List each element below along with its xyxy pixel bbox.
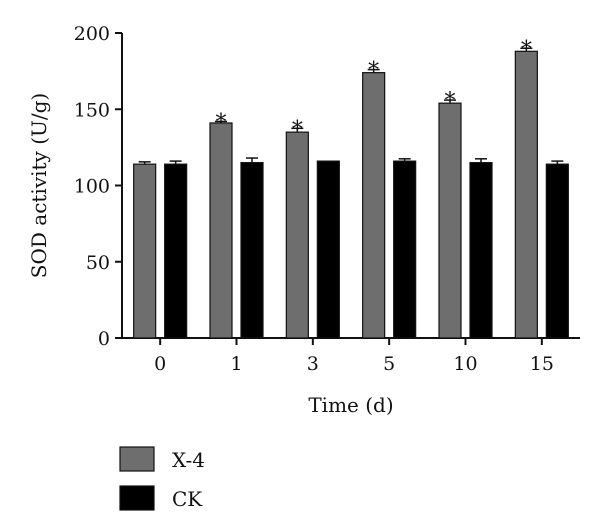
axes	[121, 33, 580, 339]
y-tick-label: 200	[74, 23, 110, 45]
y-tick-label: 100	[74, 176, 110, 198]
x-tick-label: 0	[154, 353, 166, 375]
error-bars	[138, 47, 564, 165]
y-tick-label: 150	[74, 99, 110, 121]
y-axis-title: SOD activity (U/g)	[27, 93, 51, 278]
x-axis-ticks: 0 1 3 5 10 15	[154, 338, 554, 375]
bar-CK-5	[393, 160, 417, 339]
x-tick-label: 1	[230, 353, 242, 375]
x-tick-label: 10	[453, 353, 477, 375]
bars	[133, 50, 569, 339]
y-axis-ticks: 0 50 100 150 200	[74, 23, 122, 350]
significance-star: *	[445, 89, 456, 114]
bar-CK-1	[240, 162, 264, 339]
bar-X-4-0	[133, 163, 157, 339]
bar-X-4-3	[285, 131, 309, 339]
legend-swatch-CK	[119, 485, 155, 511]
y-tick-label: 0	[98, 328, 110, 350]
x-tick-label: 3	[307, 353, 319, 375]
x-tick-label: 15	[530, 353, 554, 375]
significance-markers: * * * * *	[216, 37, 532, 142]
legend-swatch-X-4	[119, 446, 155, 472]
bar-CK-0	[164, 163, 188, 339]
bar-X-4-15	[514, 50, 538, 339]
significance-star: *	[216, 110, 227, 135]
bar-CK-10	[469, 162, 493, 339]
bar-CK-15	[545, 163, 569, 339]
legend: X-4 CK	[119, 446, 205, 511]
x-tick-label: 5	[383, 353, 395, 375]
significance-star: *	[292, 117, 303, 142]
bar-X-4-10	[438, 102, 462, 339]
legend-label-CK: CK	[172, 487, 203, 511]
y-tick-label: 50	[86, 252, 110, 274]
significance-star: *	[368, 59, 379, 84]
significance-star: *	[521, 37, 532, 62]
bar-X-4-1	[209, 122, 233, 339]
x-axis-title: Time (d)	[308, 393, 393, 417]
bar-X-4-5	[362, 72, 386, 339]
bar-CK-3	[316, 160, 340, 339]
legend-label-X-4: X-4	[172, 448, 205, 472]
